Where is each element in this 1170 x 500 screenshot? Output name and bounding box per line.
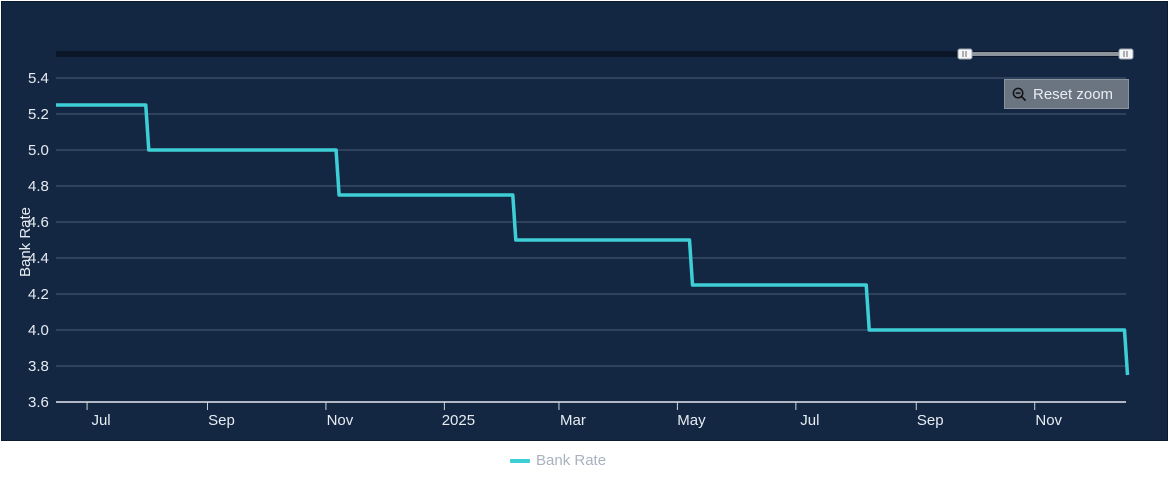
zoom-out-icon (1012, 87, 1027, 101)
x-tick-label: Jul (91, 412, 110, 429)
y-tick-label: 4.2 (28, 286, 49, 303)
x-tick-label: Nov (327, 412, 354, 429)
x-tick-label: May (677, 412, 706, 429)
chart-panel: 3.6 3.8 4.0 4.2 4.4 4.6 4.8 5.0 5.2 5.4 Jul Sep Nov… (1, 1, 1168, 441)
y-tick-label: 4.4 (28, 250, 49, 267)
reset-zoom-label: Reset zoom (1033, 85, 1114, 103)
range-navigator[interactable] (56, 48, 1134, 60)
y-axis-ticks: 3.6 3.8 4.0 4.2 4.4 4.6 4.8 5.0 5.2 5.4 (28, 70, 49, 411)
y-tick-label: 5.2 (28, 106, 49, 123)
x-tick-label: Mar (560, 412, 586, 429)
reset-zoom-button[interactable]: Reset zoom (1004, 79, 1129, 109)
navigator-handle-right[interactable] (1118, 48, 1134, 60)
x-tick-label: Sep (208, 412, 235, 429)
x-tick-label: 2025 (442, 412, 475, 429)
y-axis-title: Bank Rate (17, 207, 34, 277)
series-layer (56, 103, 1130, 376)
legend-swatch (510, 458, 530, 463)
y-tick-label: 4.8 (28, 178, 49, 195)
legend-item-bank-rate[interactable]: Bank Rate (510, 452, 606, 469)
navigator-handle-left[interactable] (957, 48, 973, 60)
y-tick-label: 3.6 (28, 394, 49, 411)
grid-lines (56, 77, 1126, 367)
chart-svg: 3.6 3.8 4.0 4.2 4.4 4.6 4.8 5.0 5.2 5.4 Jul Sep Nov… (17, 48, 1134, 429)
y-tick-label: 3.8 (28, 358, 49, 375)
x-axis: Jul Sep Nov 2025 Mar May Jul Sep Nov (56, 401, 1126, 429)
y-tick-label: 5.4 (28, 70, 49, 87)
y-tick-label: 5.0 (28, 142, 49, 159)
y-tick-label: 4.6 (28, 214, 49, 231)
series-line-bank-rate (56, 103, 1130, 376)
y-tick-label: 4.0 (28, 322, 49, 339)
x-tick-label: Nov (1035, 412, 1062, 429)
x-tick-label: Jul (800, 412, 819, 429)
x-tick-label: Sep (917, 412, 944, 429)
navigator-track (56, 51, 1127, 57)
legend-label: Bank Rate (536, 452, 607, 469)
navigator-selected-range[interactable] (965, 52, 1127, 56)
